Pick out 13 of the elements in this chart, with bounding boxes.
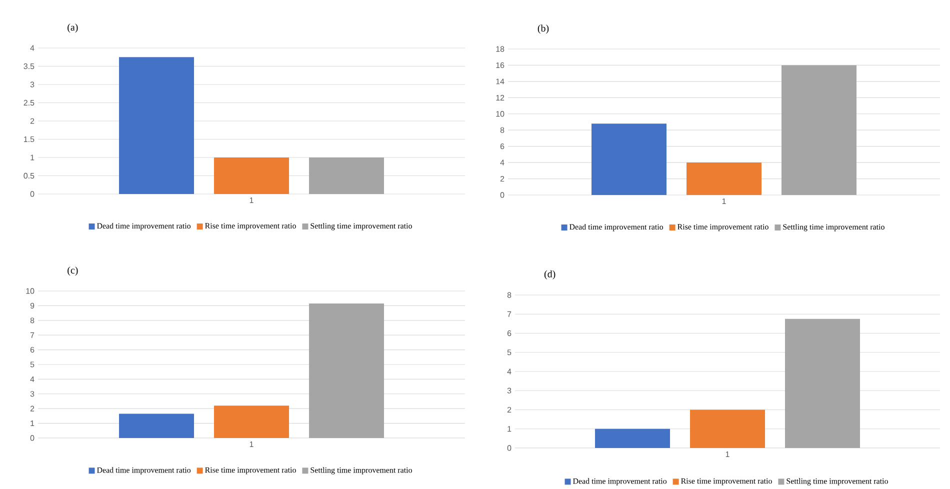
chart-title: (c) bbox=[68, 266, 78, 276]
bar bbox=[592, 124, 667, 195]
bar bbox=[785, 318, 860, 448]
bar bbox=[214, 406, 290, 438]
bar bbox=[119, 414, 194, 438]
bar bbox=[782, 65, 856, 195]
chart-title: (a) bbox=[68, 24, 78, 33]
bar bbox=[686, 162, 762, 195]
bar bbox=[309, 303, 384, 438]
chart-title: (b) bbox=[538, 24, 549, 34]
bar bbox=[595, 428, 670, 448]
bar bbox=[690, 410, 765, 448]
chart-title: (d) bbox=[544, 270, 556, 280]
